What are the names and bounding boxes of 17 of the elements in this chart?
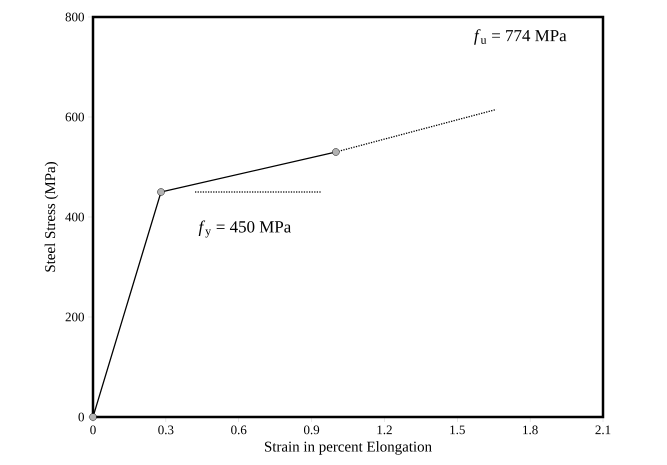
y-tick-label: 400 bbox=[65, 212, 84, 222]
x-axis-title: Strain in percent Elongation bbox=[264, 441, 432, 455]
x-tick-label: 0.9 bbox=[304, 426, 320, 434]
y-axis-title: Steel Stress (MPa) bbox=[44, 162, 58, 272]
x-tick-label: 0.3 bbox=[158, 426, 174, 434]
x-tick-label: 0.6 bbox=[231, 426, 246, 434]
x-tick-label: 1.5 bbox=[450, 426, 465, 434]
y-tick-label: 200 bbox=[66, 312, 84, 322]
y-tick-label: 0 bbox=[78, 412, 84, 422]
x-tick-label: 1.2 bbox=[377, 426, 392, 434]
y-tick-label: 800 bbox=[66, 12, 84, 22]
y-tick-label: 600 bbox=[66, 112, 84, 122]
annotation: f$_{y}$ = 450 MPa bbox=[198, 220, 292, 238]
annotation: f$_{u}$ = 774 MPa bbox=[474, 29, 566, 45]
x-tick-label: 2.1 bbox=[595, 426, 610, 434]
x-tick-label: 1.8 bbox=[523, 426, 538, 434]
x-tick-label: 0 bbox=[90, 426, 96, 434]
